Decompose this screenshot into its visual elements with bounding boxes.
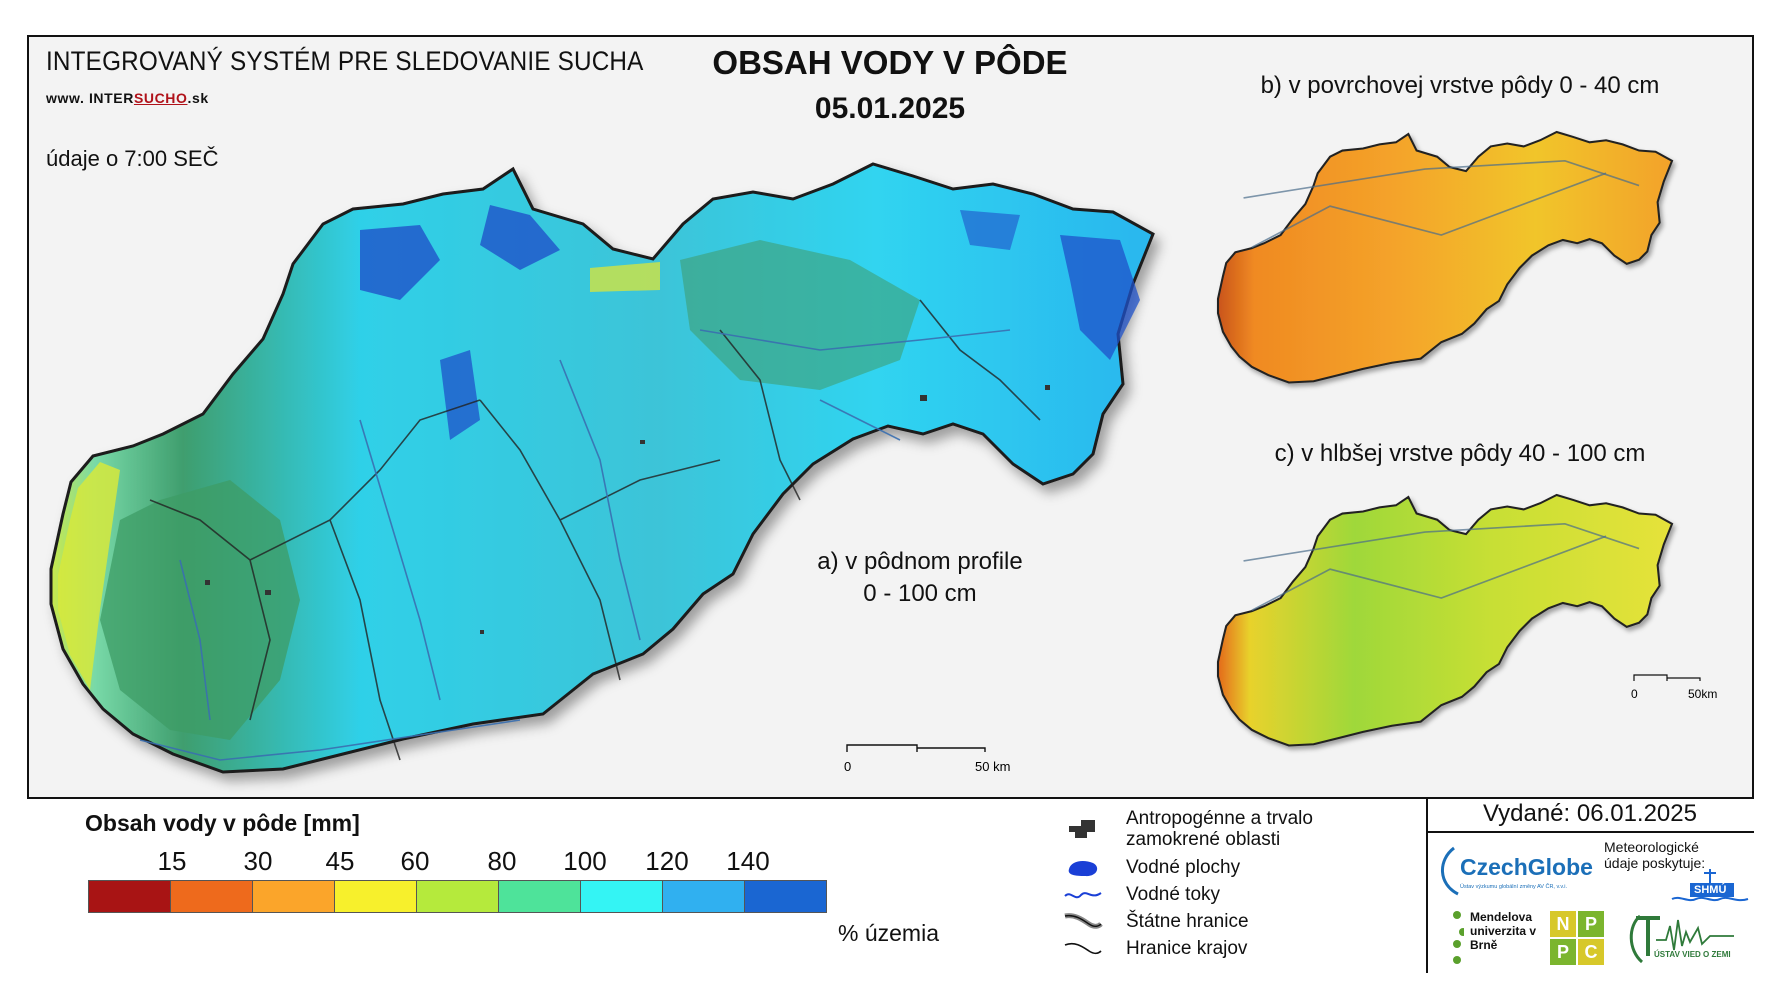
map-a-label-line2: 0 - 100 cm xyxy=(863,580,977,607)
state-border-label: Štátne hranice xyxy=(1126,911,1249,932)
nppc-logo[interactable]: N P P C xyxy=(1550,911,1604,965)
state-border-icon xyxy=(1064,913,1103,929)
page-title: OBSAH VODY V PÔDE xyxy=(712,44,1068,81)
color-class-30-45 xyxy=(253,881,335,912)
water-stream-icon xyxy=(1064,892,1102,899)
shmu-logo[interactable]: SHMÚ xyxy=(1670,867,1750,905)
main-scale-end: 50 km xyxy=(975,759,1010,774)
czechglobe-subtitle: Ústav výzkumu globální změny AV ČR, v.v.… xyxy=(1460,884,1567,890)
color-class-120-140 xyxy=(663,881,745,912)
legend-tick: 100 xyxy=(563,846,607,876)
map-b-label: b) v povrchovej vrstve pôdy 0 - 40 cm xyxy=(1260,72,1660,99)
nppc-letter: P xyxy=(1578,911,1604,937)
uvz-seismograph-icon xyxy=(1629,914,1734,964)
system-title: INTEGROVANÝ SYSTÉM PRE SLEDOVANIE SUCHA xyxy=(46,46,644,76)
issued-logos-panel xyxy=(1426,797,1754,973)
area-percent-label: % územia xyxy=(838,920,939,946)
uvz-logo[interactable]: ÚSTAV VIED O ZEMI xyxy=(1626,906,1738,968)
water-stream-label: Vodné toky xyxy=(1126,884,1221,905)
czechglobe-arc-icon xyxy=(1441,846,1459,896)
map-a-label: a) v pôdnom profile 0 - 100 cm xyxy=(790,546,1050,610)
color-class-45-60 xyxy=(335,881,417,912)
map-a-label-line1: a) v pôdnom profile xyxy=(817,548,1023,575)
czechglobe-logo[interactable]: CzechGlobe Ústav výzkumu globální změny … xyxy=(1440,840,1600,900)
mendel-dots-icon xyxy=(1453,911,1467,964)
map-date: 05.01.2025 xyxy=(814,92,966,125)
uvz-name: ÚSTAV VIED O ZEMI xyxy=(1654,950,1731,959)
water-body-label: Vodné plochy xyxy=(1126,857,1241,878)
issued-date: Vydané: 06.01.2025 xyxy=(1426,797,1754,833)
nppc-letter: C xyxy=(1578,939,1604,965)
region-border-label: Hranice krajov xyxy=(1126,938,1248,959)
legend-tick: 120 xyxy=(645,846,689,876)
map-b-surface-layer xyxy=(1216,130,1674,384)
url-inter: INTER xyxy=(88,90,134,106)
legend-tick: 30 xyxy=(243,846,273,876)
url-sucho: SUCHO xyxy=(133,90,188,106)
nppc-letter: P xyxy=(1550,939,1576,965)
main-soil-water-map xyxy=(49,162,1155,774)
small-scale-start: 0 xyxy=(1631,687,1638,701)
mendel-university-logo[interactable]: Mendelova univerzita v Brně xyxy=(1450,908,1555,968)
shmu-name: SHMÚ xyxy=(1694,884,1727,896)
url-prefix: www. xyxy=(46,90,89,106)
map-c-deep-layer xyxy=(1216,493,1674,747)
shmu-wave-icon xyxy=(1671,869,1749,902)
color-class-15-30 xyxy=(171,881,253,912)
water-body-icon xyxy=(1068,861,1098,877)
observation-time: údaje o 7:00 SEČ xyxy=(46,146,219,171)
legend-tick: 60 xyxy=(400,846,430,876)
color-class-80-100 xyxy=(499,881,581,912)
small-scale-bar: 0 50km xyxy=(1631,674,1717,701)
anthropogenic-area-label: Antropogénne a trvalo zamokrené oblasti xyxy=(1126,808,1313,850)
legend-tick: 45 xyxy=(325,846,355,876)
anthropogenic-area-icon xyxy=(1069,820,1095,838)
color-class-60-80 xyxy=(417,881,499,912)
map-c-label: c) v hlbšej vrstve pôdy 40 - 100 cm xyxy=(1274,440,1646,467)
color-class-100-120 xyxy=(581,881,663,912)
nppc-letter: N xyxy=(1550,911,1576,937)
legend-tick: 140 xyxy=(726,846,770,876)
region-border-icon xyxy=(1064,942,1102,955)
website-link[interactable]: www. INTERSUCHO.sk xyxy=(46,90,209,106)
czechglobe-name: CzechGlobe xyxy=(1460,854,1593,880)
mendel-name: Mendelova univerzita v Brně xyxy=(1470,910,1537,952)
legend-title: Obsah vody v pôde [mm] xyxy=(85,810,360,836)
legend-tick: 15 xyxy=(157,846,187,876)
url-suffix: .sk xyxy=(187,90,209,106)
legend-colorbar xyxy=(88,880,827,913)
main-scale-bar: 0 50 km xyxy=(844,744,1010,774)
color-class-0-15 xyxy=(89,881,171,912)
main-scale-start: 0 xyxy=(844,759,851,774)
meteo-note: Meteorologické údaje poskytuje: xyxy=(1604,839,1706,871)
color-class-over-140 xyxy=(745,881,826,912)
legend-tick: 80 xyxy=(487,846,517,876)
small-scale-end: 50km xyxy=(1688,687,1717,701)
